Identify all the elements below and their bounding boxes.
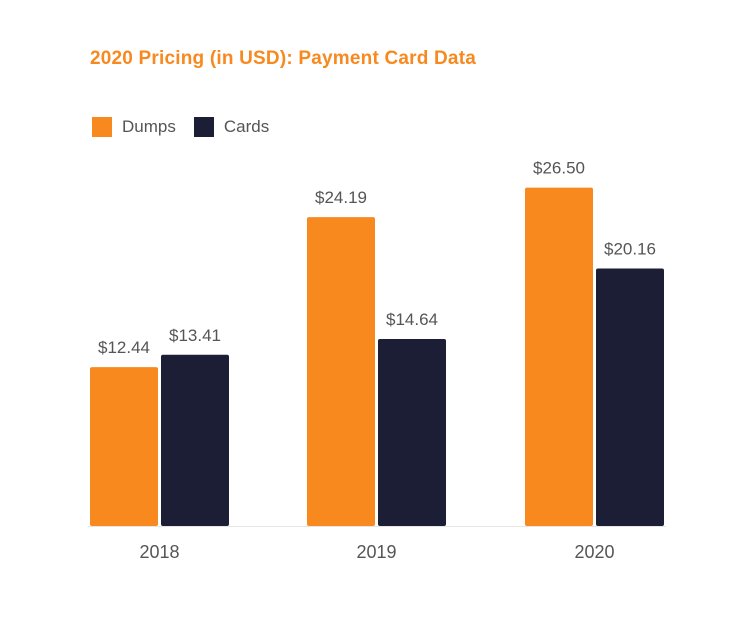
data-label-cards-2019: $14.64	[386, 310, 438, 329]
data-label-cards-2018: $13.41	[169, 326, 221, 345]
legend-label-dumps: Dumps	[122, 117, 176, 136]
bar-cards-2018	[161, 354, 229, 526]
x-tick-label-2020: 2020	[574, 542, 614, 562]
legend-item-dumps: Dumps	[92, 117, 176, 137]
bar-dumps-2019	[307, 217, 375, 527]
x-tick-label-2019: 2019	[356, 542, 396, 562]
x-tick-label-2018: 2018	[139, 542, 179, 562]
bar-cards-2019	[378, 339, 446, 526]
legend: Dumps Cards	[92, 117, 287, 137]
data-label-cards-2020: $20.16	[604, 240, 656, 259]
bar-cards-2020	[596, 268, 664, 526]
legend-swatch-cards	[193, 117, 214, 137]
legend-label-cards: Cards	[223, 117, 270, 136]
bar-dumps-2018	[90, 367, 158, 526]
data-label-dumps-2020: $26.50	[533, 159, 585, 178]
chart-title: 2020 Pricing (in USD): Payment Card Data	[90, 48, 476, 69]
data-label-dumps-2019: $24.19	[315, 188, 367, 207]
legend-item-cards: Cards	[193, 117, 270, 137]
legend-swatch-dumps	[92, 117, 112, 137]
data-label-dumps-2018: $12.44	[98, 338, 150, 357]
bar-dumps-2020	[525, 187, 593, 526]
